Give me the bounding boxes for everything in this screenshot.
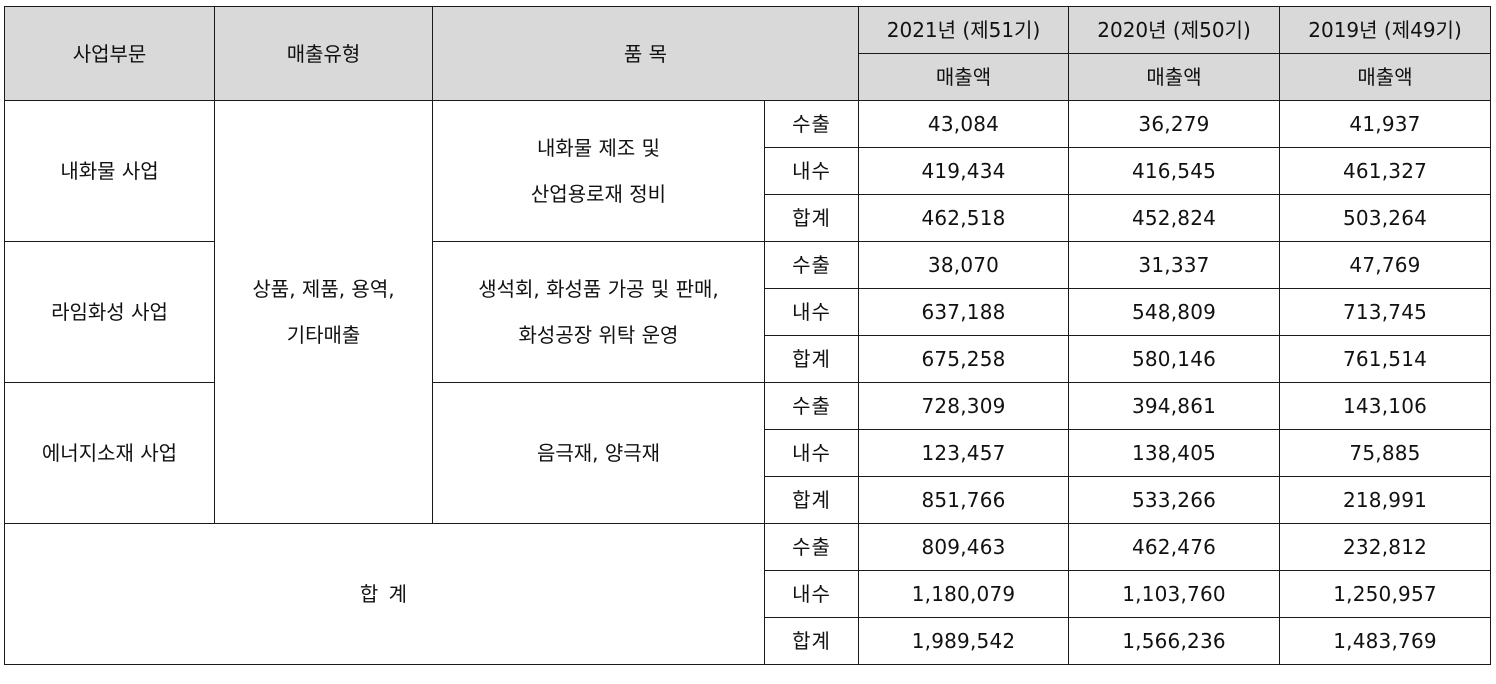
header-year-2021: 2021년 (제51기) (858, 6, 1070, 54)
value-cell: 143,106 (1279, 382, 1492, 430)
value-cell: 75,885 (1279, 429, 1492, 477)
header-item: 품 목 (431, 6, 860, 101)
value-cell: 461,327 (1279, 147, 1492, 195)
value-cell: 1,180,079 (858, 570, 1070, 618)
kind-cell: 합계 (763, 335, 860, 383)
value-cell: 462,518 (858, 194, 1070, 242)
value-cell: 1,566,236 (1068, 617, 1281, 665)
table-row: 내수 123,457 138,405 75,885 (5, 429, 1492, 477)
kind-cell: 수출 (763, 100, 860, 148)
kind-cell: 수출 (763, 523, 860, 571)
sales-type-line: 기타매출 (286, 323, 361, 347)
table-row: 합계 851,766 533,266 218,991 (5, 476, 1492, 524)
value-cell: 123,457 (858, 429, 1070, 477)
value-cell: 419,434 (858, 147, 1070, 195)
value-cell: 43,084 (858, 100, 1070, 148)
kind-cell: 내수 (763, 288, 860, 336)
kind-cell: 내수 (763, 570, 860, 618)
total-label: 합 계 (4, 523, 765, 665)
header-row-amount: 매출액 매출액 매출액 (5, 53, 1492, 101)
value-cell: 1,989,542 (858, 617, 1070, 665)
header-amount-2021: 매출액 (858, 53, 1070, 101)
header-year-2020: 2020년 (제50기) (1068, 6, 1281, 54)
value-cell: 138,405 (1068, 429, 1281, 477)
sales-table: 사업부문 매출유형 품 목 2021년 (제51기) 2020년 (제50기) … (4, 6, 1492, 665)
value-cell: 41,937 (1279, 100, 1492, 148)
item-cell: 생석회, 화성품 가공 및 판매, 화성공장 위탁 운영 (432, 241, 765, 383)
value-cell: 416,545 (1068, 147, 1281, 195)
segment-cell: 에너지소재 사업 (4, 382, 215, 524)
value-cell: 218,991 (1279, 476, 1492, 524)
item-line: 생석회, 화성품 가공 및 판매, (478, 277, 719, 301)
value-cell: 38,070 (858, 241, 1070, 289)
value-cell: 548,809 (1068, 288, 1281, 336)
kind-cell: 합계 (763, 476, 860, 524)
header-year-2019: 2019년 (제49기) (1279, 6, 1492, 54)
value-cell: 462,476 (1068, 523, 1281, 571)
kind-cell: 내수 (763, 429, 860, 477)
item-line: 산업용로재 정비 (530, 182, 667, 206)
table-row-total: 내수 1,180,079 1,103,760 1,250,957 (5, 570, 1492, 618)
table-row: 합계 462,518 452,824 503,264 (5, 194, 1492, 242)
header-amount-2020: 매출액 (1068, 53, 1281, 101)
item-cell: 내화물 제조 및 산업용로재 정비 (432, 100, 765, 242)
table-row: 내수 419,434 416,545 461,327 (5, 147, 1492, 195)
value-cell: 394,861 (1068, 382, 1281, 430)
header-row-years: 사업부문 매출유형 품 목 2021년 (제51기) 2020년 (제50기) … (4, 6, 1492, 101)
value-cell: 503,264 (1279, 194, 1492, 242)
table-row-total: 합 계 수출 809,463 462,476 232,812 (4, 523, 1492, 665)
item-line: 음극재, 양극재 (536, 441, 661, 465)
item-line: 화성공장 위탁 운영 (518, 323, 679, 347)
kind-cell: 수출 (763, 241, 860, 289)
value-cell: 728,309 (858, 382, 1070, 430)
item-line: 내화물 제조 및 (536, 136, 661, 160)
value-cell: 452,824 (1068, 194, 1281, 242)
kind-cell: 합계 (763, 617, 860, 665)
value-cell: 47,769 (1279, 241, 1492, 289)
table-row-total: 합계 1,989,542 1,566,236 1,483,769 (5, 617, 1492, 665)
value-cell: 809,463 (858, 523, 1070, 571)
value-cell: 232,812 (1279, 523, 1492, 571)
item-cell: 음극재, 양극재 (432, 382, 765, 524)
table-row: 내화물 사업 상품, 제품, 용역, 기타매출 내화물 제조 및 산업용로재 정… (4, 100, 1492, 524)
value-cell: 1,103,760 (1068, 570, 1281, 618)
value-cell: 36,279 (1068, 100, 1281, 148)
table-row: 내수 637,188 548,809 713,745 (5, 288, 1492, 336)
sales-type-line: 상품, 제품, 용역, (252, 277, 395, 301)
value-cell: 761,514 (1279, 335, 1492, 383)
value-cell: 637,188 (858, 288, 1070, 336)
table-row: 에너지소재 사업 음극재, 양극재 수출 728,309 394,861 143… (4, 382, 1492, 524)
kind-cell: 합계 (763, 194, 860, 242)
header-segment: 사업부문 (4, 6, 215, 101)
value-cell: 851,766 (858, 476, 1070, 524)
value-cell: 1,250,957 (1279, 570, 1492, 618)
sales-type-cell: 상품, 제품, 용역, 기타매출 (214, 100, 433, 524)
value-cell: 533,266 (1068, 476, 1281, 524)
value-cell: 713,745 (1279, 288, 1492, 336)
segment-cell: 내화물 사업 (4, 100, 215, 242)
table-row: 라임화성 사업 생석회, 화성품 가공 및 판매, 화성공장 위탁 운영 수출 … (4, 241, 1492, 383)
value-cell: 31,337 (1068, 241, 1281, 289)
value-cell: 1,483,769 (1279, 617, 1492, 665)
kind-cell: 내수 (763, 147, 860, 195)
header-sales-type: 매출유형 (214, 6, 433, 101)
header-amount-2019: 매출액 (1279, 53, 1492, 101)
segment-cell: 라임화성 사업 (4, 241, 215, 383)
value-cell: 580,146 (1068, 335, 1281, 383)
value-cell: 675,258 (858, 335, 1070, 383)
kind-cell: 수출 (763, 382, 860, 430)
table-row: 합계 675,258 580,146 761,514 (5, 335, 1492, 383)
